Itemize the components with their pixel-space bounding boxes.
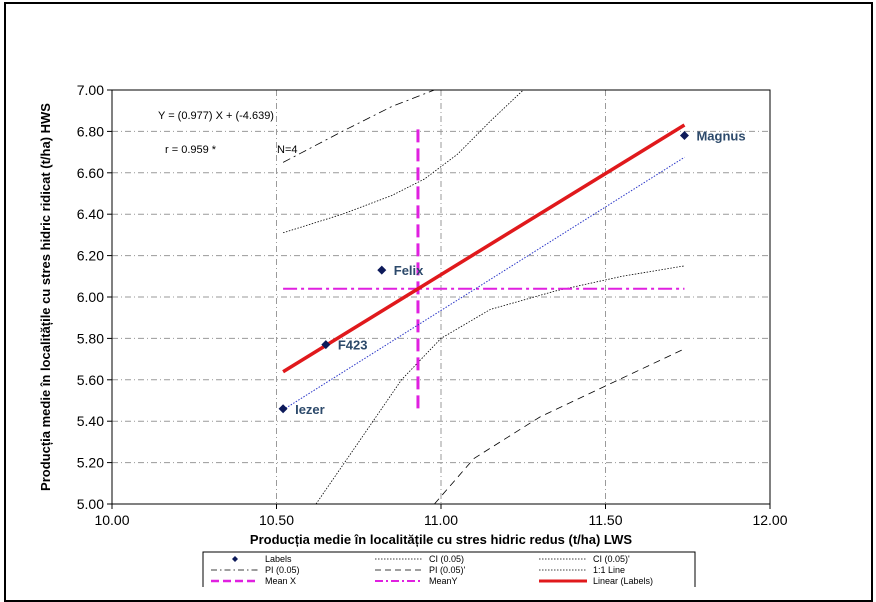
legend: Labels CI (0.05) CI (0.05)' PI (0.05) PI (0.… bbox=[202, 551, 696, 587]
chart-frame bbox=[4, 2, 873, 602]
sample-size: N=4 bbox=[277, 144, 298, 156]
y-axis-title: Producția medie în localitățile cu stres… bbox=[38, 103, 53, 491]
y-tick-label: 5.80 bbox=[77, 330, 104, 346]
y-tick-label: 6.60 bbox=[77, 165, 104, 181]
grid-lines bbox=[112, 90, 770, 504]
legend-label: CI (0.05)' bbox=[593, 554, 630, 564]
regression-line bbox=[282, 123, 686, 374]
legend-label: MeanY bbox=[429, 576, 458, 586]
pi-upper-line bbox=[282, 89, 435, 163]
series-lines bbox=[282, 89, 686, 505]
legend-label: Linear (Labels) bbox=[593, 576, 653, 586]
one-to-one-line bbox=[282, 156, 685, 411]
data-point-label: Felix bbox=[394, 263, 424, 278]
y-tick-label: 6.80 bbox=[77, 123, 104, 139]
y-tick-label: 7.00 bbox=[77, 82, 104, 98]
legend-label: Mean X bbox=[265, 576, 296, 586]
data-point-marker bbox=[679, 131, 689, 141]
x-tick-label: 12.00 bbox=[752, 512, 787, 528]
data-point-label: Iezer bbox=[295, 402, 325, 417]
y-tick-label: 5.60 bbox=[77, 372, 104, 388]
legend-label: 1:1 Line bbox=[593, 565, 625, 575]
x-tick-label: 11.00 bbox=[424, 512, 458, 528]
ci-upper-line bbox=[282, 89, 524, 234]
regression-equation: Y = (0.977) X + (-4.639) bbox=[158, 110, 274, 122]
data-point-label: F423 bbox=[338, 338, 368, 353]
axis-ticks: 10.00 10.50 11.00 11.50 12.00 5.00 5.20 5.40 5.6… bbox=[77, 82, 788, 528]
scatter-chart: 10.00 10.50 11.00 11.50 12.00 5.00 5.20 5.40 5.6… bbox=[38, 82, 788, 587]
data-point-marker bbox=[377, 265, 387, 275]
data-point-label: Magnus bbox=[696, 129, 745, 144]
correlation-coefficient: r = 0.959 * bbox=[165, 144, 217, 156]
legend-label: CI (0.05) bbox=[429, 554, 464, 564]
data-point-marker bbox=[321, 340, 331, 350]
legend-label: Labels bbox=[265, 554, 292, 564]
x-tick-label: 10.00 bbox=[94, 512, 129, 528]
legend-label: PI (0.05)' bbox=[429, 565, 466, 575]
y-tick-label: 6.00 bbox=[77, 289, 104, 305]
data-points: Magnus Felix F423 Iezer bbox=[278, 129, 746, 417]
x-axis-title: Producția medie în localitățile cu stres… bbox=[250, 532, 632, 547]
legend-label: PI (0.05) bbox=[265, 565, 300, 575]
y-tick-label: 5.00 bbox=[77, 496, 104, 512]
y-tick-label: 5.20 bbox=[77, 455, 104, 471]
y-tick-label: 6.20 bbox=[77, 248, 104, 264]
legend-box bbox=[202, 551, 696, 587]
legend-marker bbox=[232, 556, 238, 562]
x-tick-label: 11.50 bbox=[589, 512, 623, 528]
data-point-marker bbox=[278, 404, 288, 414]
ci-lower-line bbox=[315, 265, 685, 505]
y-tick-label: 5.40 bbox=[77, 413, 104, 429]
y-tick-label: 6.40 bbox=[77, 206, 104, 222]
pi-lower-line bbox=[434, 348, 685, 505]
x-tick-label: 10.50 bbox=[259, 512, 294, 528]
